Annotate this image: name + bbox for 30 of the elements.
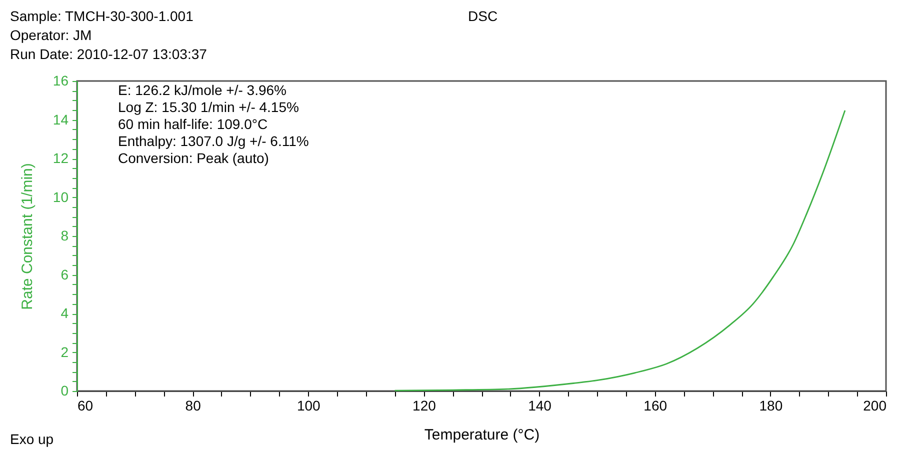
- line-series: [394, 110, 846, 392]
- annotation: Conversion: Peak (auto): [118, 150, 269, 167]
- annotation: Enthalpy: 1307.0 J/g +/- 6.11%: [118, 133, 309, 150]
- chart-title: DSC: [468, 8, 498, 25]
- x-tick-label: 80: [185, 398, 202, 414]
- text: Sample: TMCH-30-300-1.001: [10, 8, 194, 25]
- x-tick-label: 180: [759, 398, 783, 414]
- x-tick-label: 140: [528, 398, 552, 414]
- text: Run Date: 2010-12-07 13:03:37: [10, 46, 207, 63]
- x-axis-title: Temperature (°C): [424, 426, 540, 444]
- annotation: 60 min half-life: 109.0°C: [118, 116, 268, 133]
- y-tick-label: 2: [60, 344, 69, 360]
- text: Exo up: [10, 431, 54, 448]
- x-tick-label: 160: [644, 398, 668, 414]
- x-tick-label: 120: [412, 398, 436, 414]
- y-tick-label: 14: [52, 111, 69, 128]
- y-tick-label: 6: [60, 266, 69, 282]
- y-tick-label: 0: [60, 382, 69, 398]
- y-axis-title: Rate Constant (1/min): [18, 163, 36, 310]
- text: Operator: JM: [10, 27, 92, 44]
- y-tick-label: 4: [60, 305, 69, 321]
- y-tick-label: 8: [60, 228, 69, 244]
- x-tick-label: 100: [296, 398, 321, 414]
- annotation: Log Z: 15.30 1/min +/- 4.15%: [118, 99, 299, 116]
- y-tick-label: 12: [52, 150, 69, 166]
- y-tick-label: 10: [52, 188, 69, 205]
- annotation: E: 126.2 kJ/mole +/- 3.96%: [118, 82, 286, 99]
- x-tick-label: 200: [863, 398, 887, 414]
- y-tick-label: 16: [52, 72, 69, 88]
- x-tick-label: 60: [78, 398, 94, 414]
